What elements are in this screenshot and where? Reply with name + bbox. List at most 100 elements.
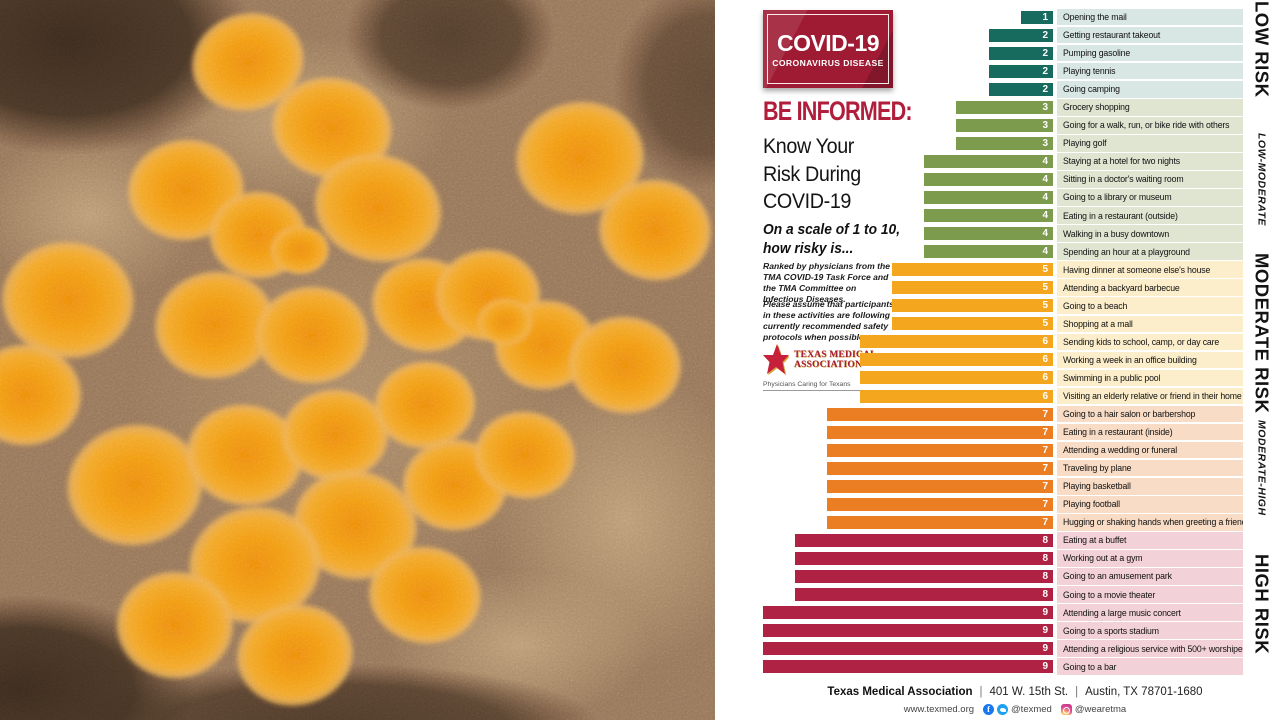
activity-label: Going to a bar	[1063, 661, 1117, 672]
activity-label: Going to a sports stadium	[1063, 625, 1159, 636]
bar-cell: 2	[763, 44, 1053, 62]
risk-bar: 7	[827, 425, 1053, 439]
risk-value: 5	[1042, 282, 1048, 294]
activity-label-cell: Getting restaurant takeout	[1057, 26, 1243, 44]
activity-label: Going to an amusement park	[1063, 571, 1172, 582]
risk-bar: 4	[924, 209, 1053, 223]
chart-row: 7 Traveling by plane	[763, 459, 1243, 477]
bar-cell: 6	[763, 387, 1053, 405]
risk-band-label: MODERATE-HIGH	[1255, 420, 1268, 517]
bar-cell: 3	[763, 116, 1053, 134]
risk-bar: 4	[924, 190, 1053, 204]
risk-bar: 4	[924, 172, 1053, 186]
activity-label: Getting restaurant takeout	[1063, 30, 1161, 41]
chart-row: 3 Going for a walk, run, or bike ride wi…	[763, 116, 1243, 134]
activity-label-cell: Sitting in a doctor's waiting room	[1057, 171, 1243, 188]
be-informed-heading: BE INFORMED:	[763, 96, 913, 126]
risk-value: 6	[1042, 354, 1048, 366]
footer-instagram-handle: @wearetma	[1074, 704, 1127, 715]
badge-title: COVID-19	[776, 29, 880, 56]
risk-bar: 8	[795, 569, 1053, 583]
bar-cell: 5	[763, 315, 1053, 333]
activity-label-cell: Working a week in an office building	[1057, 351, 1243, 369]
risk-band: HIGH RISK	[1243, 531, 1280, 675]
activity-label-cell: Having dinner at someone else's house	[1057, 261, 1243, 278]
page-title: Know Your Risk During COVID-19	[763, 133, 861, 216]
chart-row: 7 Hugging or shaking hands when greeting…	[763, 513, 1243, 531]
chart-row: 4 Walking in a busy downtown	[763, 225, 1243, 243]
bar-cell: 2	[763, 62, 1053, 80]
activity-label-cell: Eating in a restaurant (inside)	[1057, 423, 1243, 441]
bar-cell: 1	[763, 8, 1053, 26]
activity-label-cell: Playing basketball	[1057, 477, 1243, 495]
activity-label-cell: Attending a large music concert	[1057, 604, 1243, 621]
virus-particles-illustration	[0, 0, 715, 720]
risk-value: 4	[1042, 228, 1048, 240]
risk-value: 4	[1042, 210, 1048, 222]
activity-label: Attending a wedding or funeral	[1063, 445, 1178, 456]
activity-label-cell: Going to an amusement park	[1057, 568, 1243, 585]
chart-row: 9 Attending a religious service with 500…	[763, 640, 1243, 658]
activity-label-cell: Playing tennis	[1057, 62, 1243, 80]
chart-row: 2 Pumping gasoline	[763, 44, 1243, 62]
risk-bar: 9	[763, 642, 1053, 656]
activity-label-cell: Going to a hair salon or barbershop	[1057, 405, 1243, 423]
risk-value: 5	[1042, 318, 1048, 330]
risk-value: 4	[1042, 173, 1048, 185]
risk-value: 2	[1042, 29, 1048, 41]
risk-bar: 2	[988, 64, 1053, 78]
activity-label: Attending a large music concert	[1063, 607, 1181, 618]
chart-row: 8 Working out at a gym	[763, 549, 1243, 567]
risk-value: 7	[1042, 444, 1048, 456]
risk-bar-chart: 1 Opening the mail 2 Getting restaurant …	[763, 8, 1243, 676]
bar-cell: 3	[763, 98, 1053, 116]
risk-bar: 3	[956, 136, 1053, 150]
chart-row: 6 Working a week in an office building	[763, 351, 1243, 369]
twitter-icon	[997, 704, 1009, 715]
activity-label: Shopping at a mall	[1063, 318, 1133, 329]
risk-value: 7	[1042, 462, 1048, 474]
bar-cell: 6	[763, 351, 1053, 369]
bar-cell: 6	[763, 369, 1053, 387]
chart-row: 5 Shopping at a mall	[763, 315, 1243, 333]
scale-subtitle: On a scale of 1 to 10, how risky is...	[763, 221, 900, 258]
bar-cell: 9	[763, 640, 1053, 658]
chart-row: 7 Playing football	[763, 495, 1243, 513]
bar-cell: 7	[763, 423, 1053, 441]
risk-bar: 7	[827, 443, 1053, 457]
footer-city: Austin, TX 78701-1680	[1085, 686, 1203, 698]
risk-value: 9	[1042, 643, 1048, 655]
risk-value: 7	[1042, 426, 1048, 438]
risk-value: 7	[1042, 480, 1048, 492]
bar-cell: 8	[763, 567, 1053, 585]
risk-band-label: HIGH RISK	[1251, 553, 1273, 654]
activity-label: Pumping gasoline	[1063, 48, 1131, 59]
chart-row: 6 Visiting an elderly relative or friend…	[763, 387, 1243, 405]
activity-label: Eating in a restaurant (inside)	[1063, 427, 1173, 438]
bar-cell: 5	[763, 279, 1053, 297]
activity-label-cell: Spending an hour at a playground	[1057, 243, 1243, 260]
bar-cell: 5	[763, 297, 1053, 315]
risk-bar: 7	[827, 479, 1053, 493]
activity-label-cell: Visiting an elderly relative or friend i…	[1057, 387, 1243, 405]
activity-label-cell: Going to a library or museum	[1057, 189, 1243, 206]
chart-row: 4 Spending an hour at a playground	[763, 243, 1243, 261]
activity-label-cell: Going to a bar	[1057, 658, 1243, 675]
risk-strip: LOW RISK LOW-MODERATE MODERATE RISK MODERAT…	[1243, 0, 1280, 676]
risk-value: 9	[1042, 661, 1048, 673]
risk-bar: 5	[891, 317, 1053, 331]
activity-label: Playing tennis	[1063, 66, 1116, 77]
activity-label-cell: Playing football	[1057, 495, 1243, 513]
chart-row: 2 Going camping	[763, 80, 1243, 98]
activity-label-cell: Opening the mail	[1057, 8, 1243, 26]
activity-label-cell: Hugging or shaking hands when greeting a…	[1057, 514, 1243, 531]
risk-value: 4	[1042, 246, 1048, 258]
risk-value: 9	[1042, 625, 1048, 637]
risk-value: 2	[1042, 65, 1048, 77]
risk-value: 6	[1042, 336, 1048, 348]
risk-value: 6	[1042, 390, 1048, 402]
risk-band: MODERATE RISK	[1243, 253, 1280, 413]
tma-logo: TEXAS MEDICAL ASSOCIATION Physicians Car…	[763, 343, 893, 391]
activity-label: Spending an hour at a playground	[1063, 246, 1190, 257]
